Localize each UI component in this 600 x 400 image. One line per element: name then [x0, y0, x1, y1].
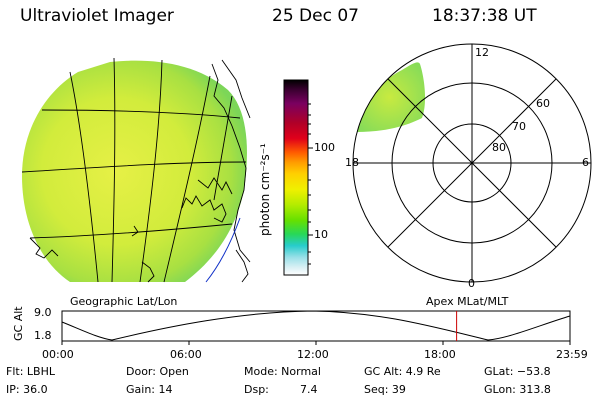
status-glon: GLon: 313.8 — [484, 383, 551, 396]
status-mode: Mode: Normal — [244, 365, 321, 378]
polar-label-0: 0 — [468, 277, 475, 290]
status-dsp-value: 7.4 — [300, 383, 318, 396]
polar-label-12: 12 — [475, 46, 489, 59]
status-gc-alt: GC Alt: 4.9 Re — [364, 365, 441, 378]
date-label: 25 Dec 07 — [272, 6, 359, 26]
timeline-y-max: 9.0 — [34, 306, 52, 319]
timeline-tick-1200: 12:00 — [297, 348, 329, 361]
apex-caption: Apex MLat/MLT — [426, 295, 509, 308]
timeline-y-axis-label: GC Alt — [12, 306, 25, 341]
status-seq: Seq: 39 — [364, 383, 406, 396]
polar-plot — [352, 43, 592, 283]
timeline-tick-1800: 18:00 — [424, 348, 456, 361]
status-flt: Flt: LBHL — [6, 365, 55, 378]
colorbar — [283, 79, 309, 276]
status-gain: Gain: 14 — [126, 383, 173, 396]
colorbar-ticks — [308, 103, 313, 265]
coastlines — [29, 59, 251, 283]
polar-aurora — [354, 62, 426, 132]
polar-label-18: 18 — [345, 156, 359, 169]
status-door: Door: Open — [126, 365, 189, 378]
status-dsp-label: Dsp: — [244, 383, 269, 396]
colorbar-units-label: photon cm⁻²s⁻¹ — [258, 143, 272, 236]
polar-label-6: 6 — [582, 156, 589, 169]
polar-ring-label-60: 60 — [536, 97, 550, 110]
timeline-tick-0000: 00:00 — [42, 348, 74, 361]
status-glat: GLat: −53.8 — [484, 365, 551, 378]
status-ip: IP: 36.0 — [6, 383, 48, 396]
colorbar-tick-10: 10 — [314, 228, 328, 241]
geographic-image — [21, 57, 251, 283]
geographic-grid — [21, 57, 247, 283]
colorbar-tick-100: 100 — [314, 141, 335, 154]
polar-ring-label-80: 80 — [492, 141, 506, 154]
timeline-tick-2359: 23:59 — [556, 348, 588, 361]
terminator-line — [205, 217, 241, 283]
app-title: Ultraviolet Imager — [20, 6, 174, 26]
timeline-y-min: 1.8 — [34, 329, 52, 342]
time-label: 18:37:38 UT — [432, 6, 537, 26]
polar-ring-label-70: 70 — [512, 120, 526, 133]
altitude-curve — [61, 310, 571, 341]
timeline-tick-0600: 06:00 — [170, 348, 202, 361]
geographic-caption: Geographic Lat/Lon — [70, 295, 178, 308]
altitude-timeline — [61, 310, 571, 345]
